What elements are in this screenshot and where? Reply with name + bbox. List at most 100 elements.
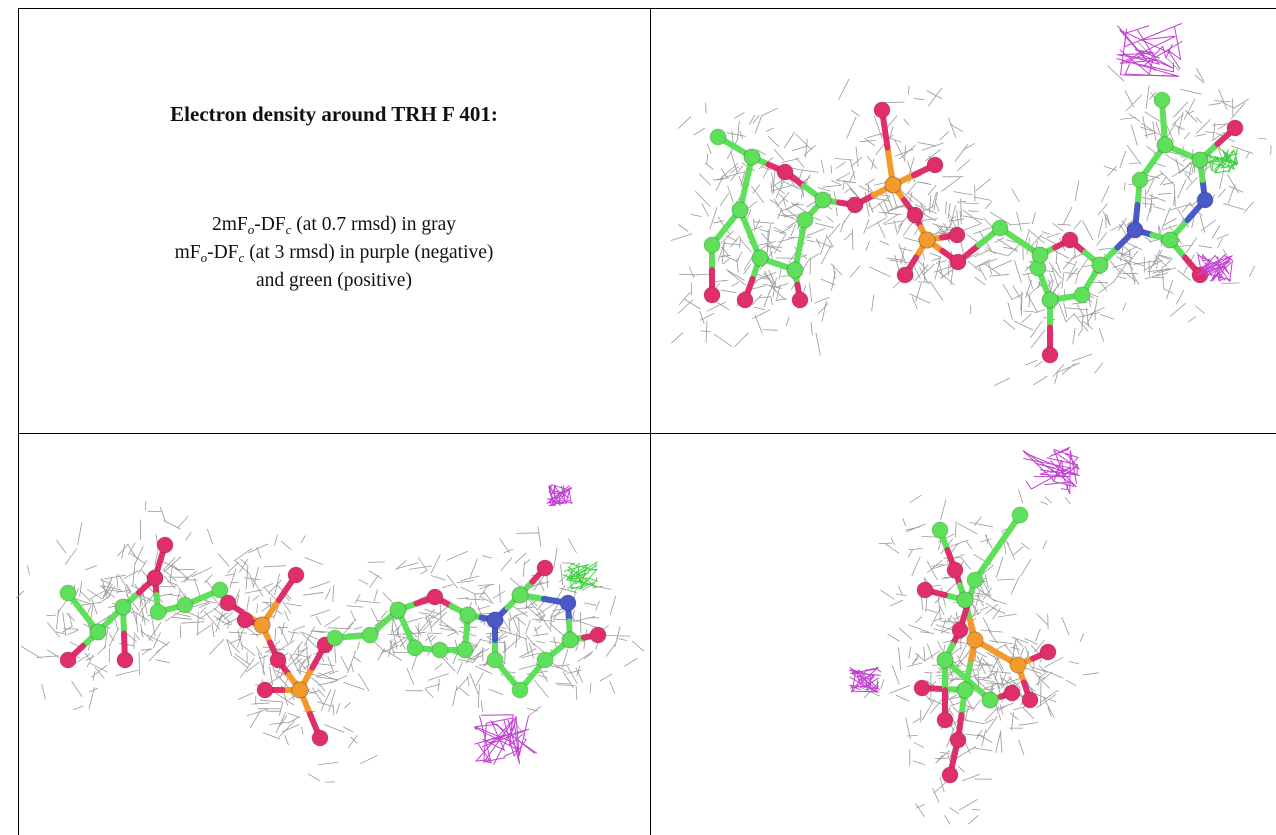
mesh-line [904, 119, 910, 126]
mesh-line [959, 799, 977, 810]
mesh-line [731, 282, 739, 287]
mesh-line [957, 201, 967, 202]
mesh-line [229, 632, 247, 633]
mesh-line [250, 575, 254, 587]
mesh-line [679, 292, 691, 305]
mesh-line [1184, 132, 1190, 139]
mesh-line [811, 254, 819, 259]
mesh-line [1178, 112, 1183, 132]
atom [157, 537, 173, 553]
mesh-line [302, 727, 304, 735]
mesh-line [1074, 221, 1082, 230]
mesh-line [16, 591, 24, 598]
mesh-line [1069, 662, 1079, 664]
mesh-line [153, 633, 160, 649]
mesh-line [257, 603, 258, 613]
mesh-line [907, 735, 918, 736]
mesh-line [504, 640, 505, 659]
mesh-line [318, 763, 338, 765]
mesh-line [303, 592, 323, 595]
atom [797, 212, 813, 228]
text-run: and green (positive) [256, 270, 412, 291]
mesh-line [1097, 233, 1107, 246]
mesh-line [1142, 203, 1155, 204]
atom [220, 595, 236, 611]
mesh-line [369, 571, 382, 579]
mesh-line [811, 322, 812, 335]
mesh-line [966, 697, 972, 709]
mesh-line [1246, 152, 1250, 159]
mesh-line [377, 649, 384, 661]
mesh-line [753, 218, 754, 228]
mesh-line [1017, 212, 1022, 232]
mesh-line [355, 594, 361, 603]
mesh-line [247, 596, 250, 611]
mesh-line [222, 622, 231, 625]
mesh-line [134, 632, 139, 639]
atom [457, 642, 473, 658]
mesh-line [97, 646, 106, 655]
atom [907, 207, 923, 223]
atom [390, 602, 406, 618]
atom [919, 232, 935, 248]
mesh-line [699, 174, 711, 186]
mesh-line [889, 260, 911, 263]
mesh-line [734, 113, 744, 119]
mesh-line [305, 557, 324, 564]
mesh-line [392, 626, 397, 649]
mesh-line [1016, 645, 1019, 655]
mesh-line [370, 575, 379, 588]
mesh-line [164, 521, 181, 529]
mesh-line [1176, 290, 1184, 305]
mesh-line [707, 144, 711, 155]
mesh-line [881, 679, 884, 688]
mesh-line [1035, 629, 1040, 642]
mesh-line [1177, 270, 1190, 280]
mesh-line [116, 670, 138, 676]
mesh-line [1014, 321, 1033, 330]
mesh-line [1025, 360, 1037, 365]
mesh-line [1129, 114, 1140, 122]
mesh-line [1033, 376, 1047, 385]
mesh-line [425, 689, 433, 698]
mesh-line [945, 815, 951, 824]
mesh-line [91, 665, 107, 677]
mesh-line [906, 524, 926, 532]
mesh-line [156, 660, 170, 663]
mesh-line [1220, 101, 1233, 108]
mesh-line [880, 241, 890, 245]
mesh-line [225, 574, 234, 575]
mesh-line [889, 685, 910, 693]
mesh-line [763, 330, 778, 331]
mesh-line [827, 216, 834, 222]
mesh-line [348, 619, 356, 628]
mesh-line [856, 147, 858, 167]
mesh-line [526, 639, 529, 655]
mesh-line [336, 703, 339, 713]
mesh-line [1129, 163, 1140, 164]
mesh-line [710, 207, 717, 229]
mesh-line [1018, 723, 1038, 726]
mesh-line [348, 651, 356, 673]
mesh-line [610, 596, 616, 615]
mesh-line [930, 699, 942, 714]
mesh-line [1118, 277, 1126, 279]
mesh-line [771, 297, 773, 305]
mesh-line [928, 185, 936, 195]
mesh-line [702, 203, 709, 216]
mesh-line [938, 597, 940, 621]
mesh-line [983, 617, 992, 634]
mesh-line [316, 616, 321, 625]
mesh-line [905, 146, 906, 162]
mesh-line [447, 575, 458, 589]
mesh-line [924, 262, 925, 282]
atom [947, 562, 963, 578]
mesh-line [1178, 180, 1187, 199]
atom [704, 287, 720, 303]
mesh-line [1082, 220, 1092, 240]
atom [1197, 192, 1213, 208]
mesh-line [521, 653, 539, 658]
mesh-line [957, 210, 959, 228]
mesh-line [738, 121, 740, 138]
mesh-line [1182, 202, 1191, 212]
